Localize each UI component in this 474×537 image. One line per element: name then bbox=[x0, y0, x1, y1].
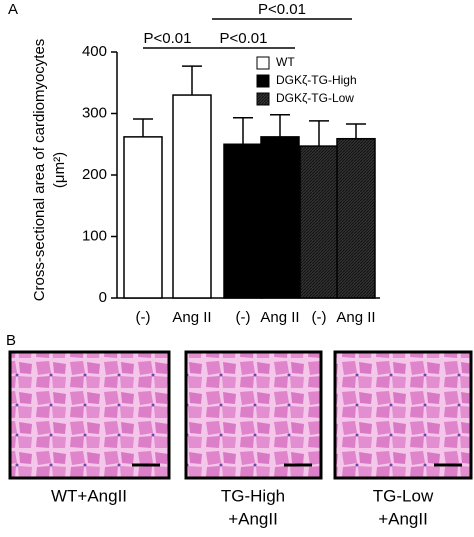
panel-label: B bbox=[6, 332, 16, 349]
histology-image bbox=[8, 350, 171, 480]
x-tick-label: (-) bbox=[236, 309, 251, 326]
significance-label: P<0.01 bbox=[144, 30, 192, 47]
bar bbox=[223, 143, 263, 299]
histology-image bbox=[333, 350, 473, 480]
legend-swatch bbox=[256, 74, 270, 88]
image-caption: TG-Low bbox=[373, 486, 434, 505]
y-axis-label: Cross-sectional area of cardiomyocytes bbox=[31, 39, 48, 302]
x-tick-label: Ang II bbox=[260, 309, 299, 326]
legend-swatch bbox=[256, 56, 270, 70]
bar bbox=[299, 145, 339, 299]
significance-label: P<0.01 bbox=[258, 1, 306, 18]
bar bbox=[260, 136, 300, 299]
image-caption: +AngII bbox=[378, 509, 428, 528]
image-caption: +AngII bbox=[228, 509, 278, 528]
legend-label: WT bbox=[276, 55, 295, 69]
bar bbox=[336, 137, 376, 299]
legend-label: DGKζ-TG-High bbox=[276, 73, 357, 87]
y-tick-label: 0 bbox=[99, 289, 107, 306]
x-tick-label: (-) bbox=[136, 309, 151, 326]
histology-panels bbox=[8, 350, 473, 480]
y-tick-label: 400 bbox=[82, 43, 107, 60]
y-axis-label: (μm²) bbox=[51, 152, 68, 188]
y-tick-label: 200 bbox=[82, 166, 107, 183]
bar bbox=[172, 94, 212, 299]
x-tick-label: Ang II bbox=[336, 309, 375, 326]
bar bbox=[123, 136, 163, 299]
x-tick-label: (-) bbox=[312, 309, 327, 326]
legend-label: DGKζ-TG-Low bbox=[276, 91, 354, 105]
y-tick-label: 100 bbox=[82, 227, 107, 244]
x-tick-label: Ang II bbox=[172, 309, 211, 326]
legend-swatch bbox=[256, 92, 270, 106]
panel-label: A bbox=[8, 1, 18, 18]
image-caption: WT+AngII bbox=[51, 486, 127, 505]
significance-label: P<0.01 bbox=[220, 30, 268, 47]
image-caption: TG-High bbox=[221, 486, 285, 505]
y-tick-label: 300 bbox=[82, 104, 107, 121]
histology-image bbox=[184, 350, 323, 480]
